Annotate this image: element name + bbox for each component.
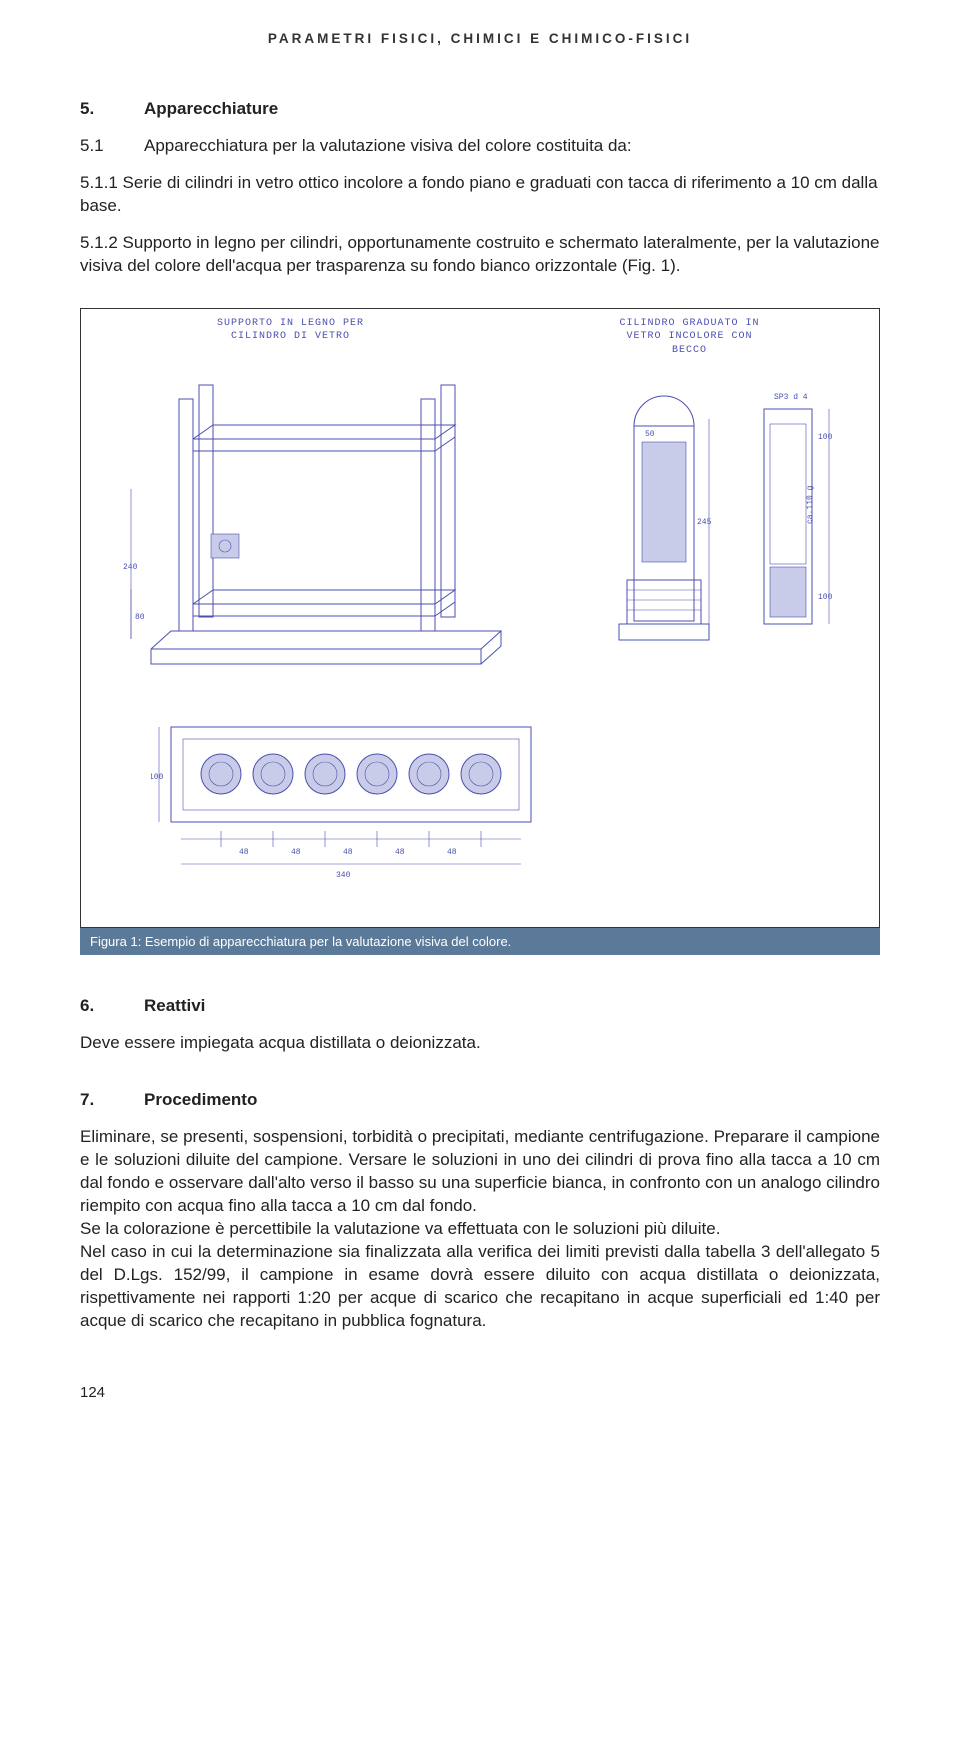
section-title: Reattivi [144,995,205,1018]
sub-text: Supporto in legno per cilindri, opportun… [80,233,879,275]
svg-text:100: 100 [818,433,833,442]
svg-text:245: 245 [697,518,712,527]
section-num: 7. [80,1089,116,1112]
svg-text:SP3 d 4: SP3 d 4 [774,393,808,402]
section-5: 5. Apparecchiature [80,98,880,121]
sub-text: Apparecchiatura per la valutazione visiv… [144,135,632,158]
svg-text:100: 100 [151,773,164,782]
svg-text:ca.110 g: ca.110 g [806,485,815,524]
stand-perspective-icon: 240 80 [121,379,541,689]
svg-text:340: 340 [336,871,351,880]
section-6-text: Deve essere impiegata acqua distillata o… [80,1032,880,1055]
technical-drawing: 240 80 245 50 100 1 [91,319,869,917]
svg-text:48: 48 [239,848,249,857]
sub-text: Serie di cilindri in vetro ottico incolo… [80,173,878,215]
section-7: 7. Procedimento [80,1089,880,1112]
sub-num: 5.1 [80,135,116,158]
svg-text:80: 80 [135,613,145,622]
page-header: PARAMETRI FISICI, CHIMICI E CHIMICO-FISI… [80,30,880,48]
section-num: 5. [80,98,116,121]
figure-caption: Figura 1: Esempio di apparecchiatura per… [80,928,880,956]
sub-num: 5.1.1 [80,173,118,192]
figure-box: SUPPORTO IN LEGNO PER CILINDRO DI VETRO … [80,308,880,928]
section-num: 6. [80,995,116,1018]
svg-text:100: 100 [818,593,833,602]
cylinder-icon: 245 50 [609,374,719,684]
cylinder-side-icon: 100 100 SP3 d 4 ca.110 g [734,379,849,689]
svg-text:48: 48 [291,848,301,857]
stand-top-view-icon: 48 48 48 48 48 340 100 [151,709,571,889]
section-7-text: Eliminare, se presenti, sospensioni, tor… [80,1126,880,1332]
section-5-1-1: 5.1.1 Serie di cilindri in vetro ottico … [80,172,880,218]
sub-num: 5.1.2 [80,233,118,252]
section-5-1-2: 5.1.2 Supporto in legno per cilindri, op… [80,232,880,278]
section-title: Procedimento [144,1089,257,1112]
svg-text:48: 48 [447,848,457,857]
svg-text:48: 48 [395,848,405,857]
page-number: 124 [80,1383,880,1403]
section-6: 6. Reattivi [80,995,880,1018]
section-title: Apparecchiature [144,98,278,121]
svg-text:50: 50 [645,430,655,439]
svg-text:240: 240 [123,563,138,572]
svg-text:48: 48 [343,848,353,857]
section-5-1: 5.1 Apparecchiatura per la valutazione v… [80,135,880,158]
